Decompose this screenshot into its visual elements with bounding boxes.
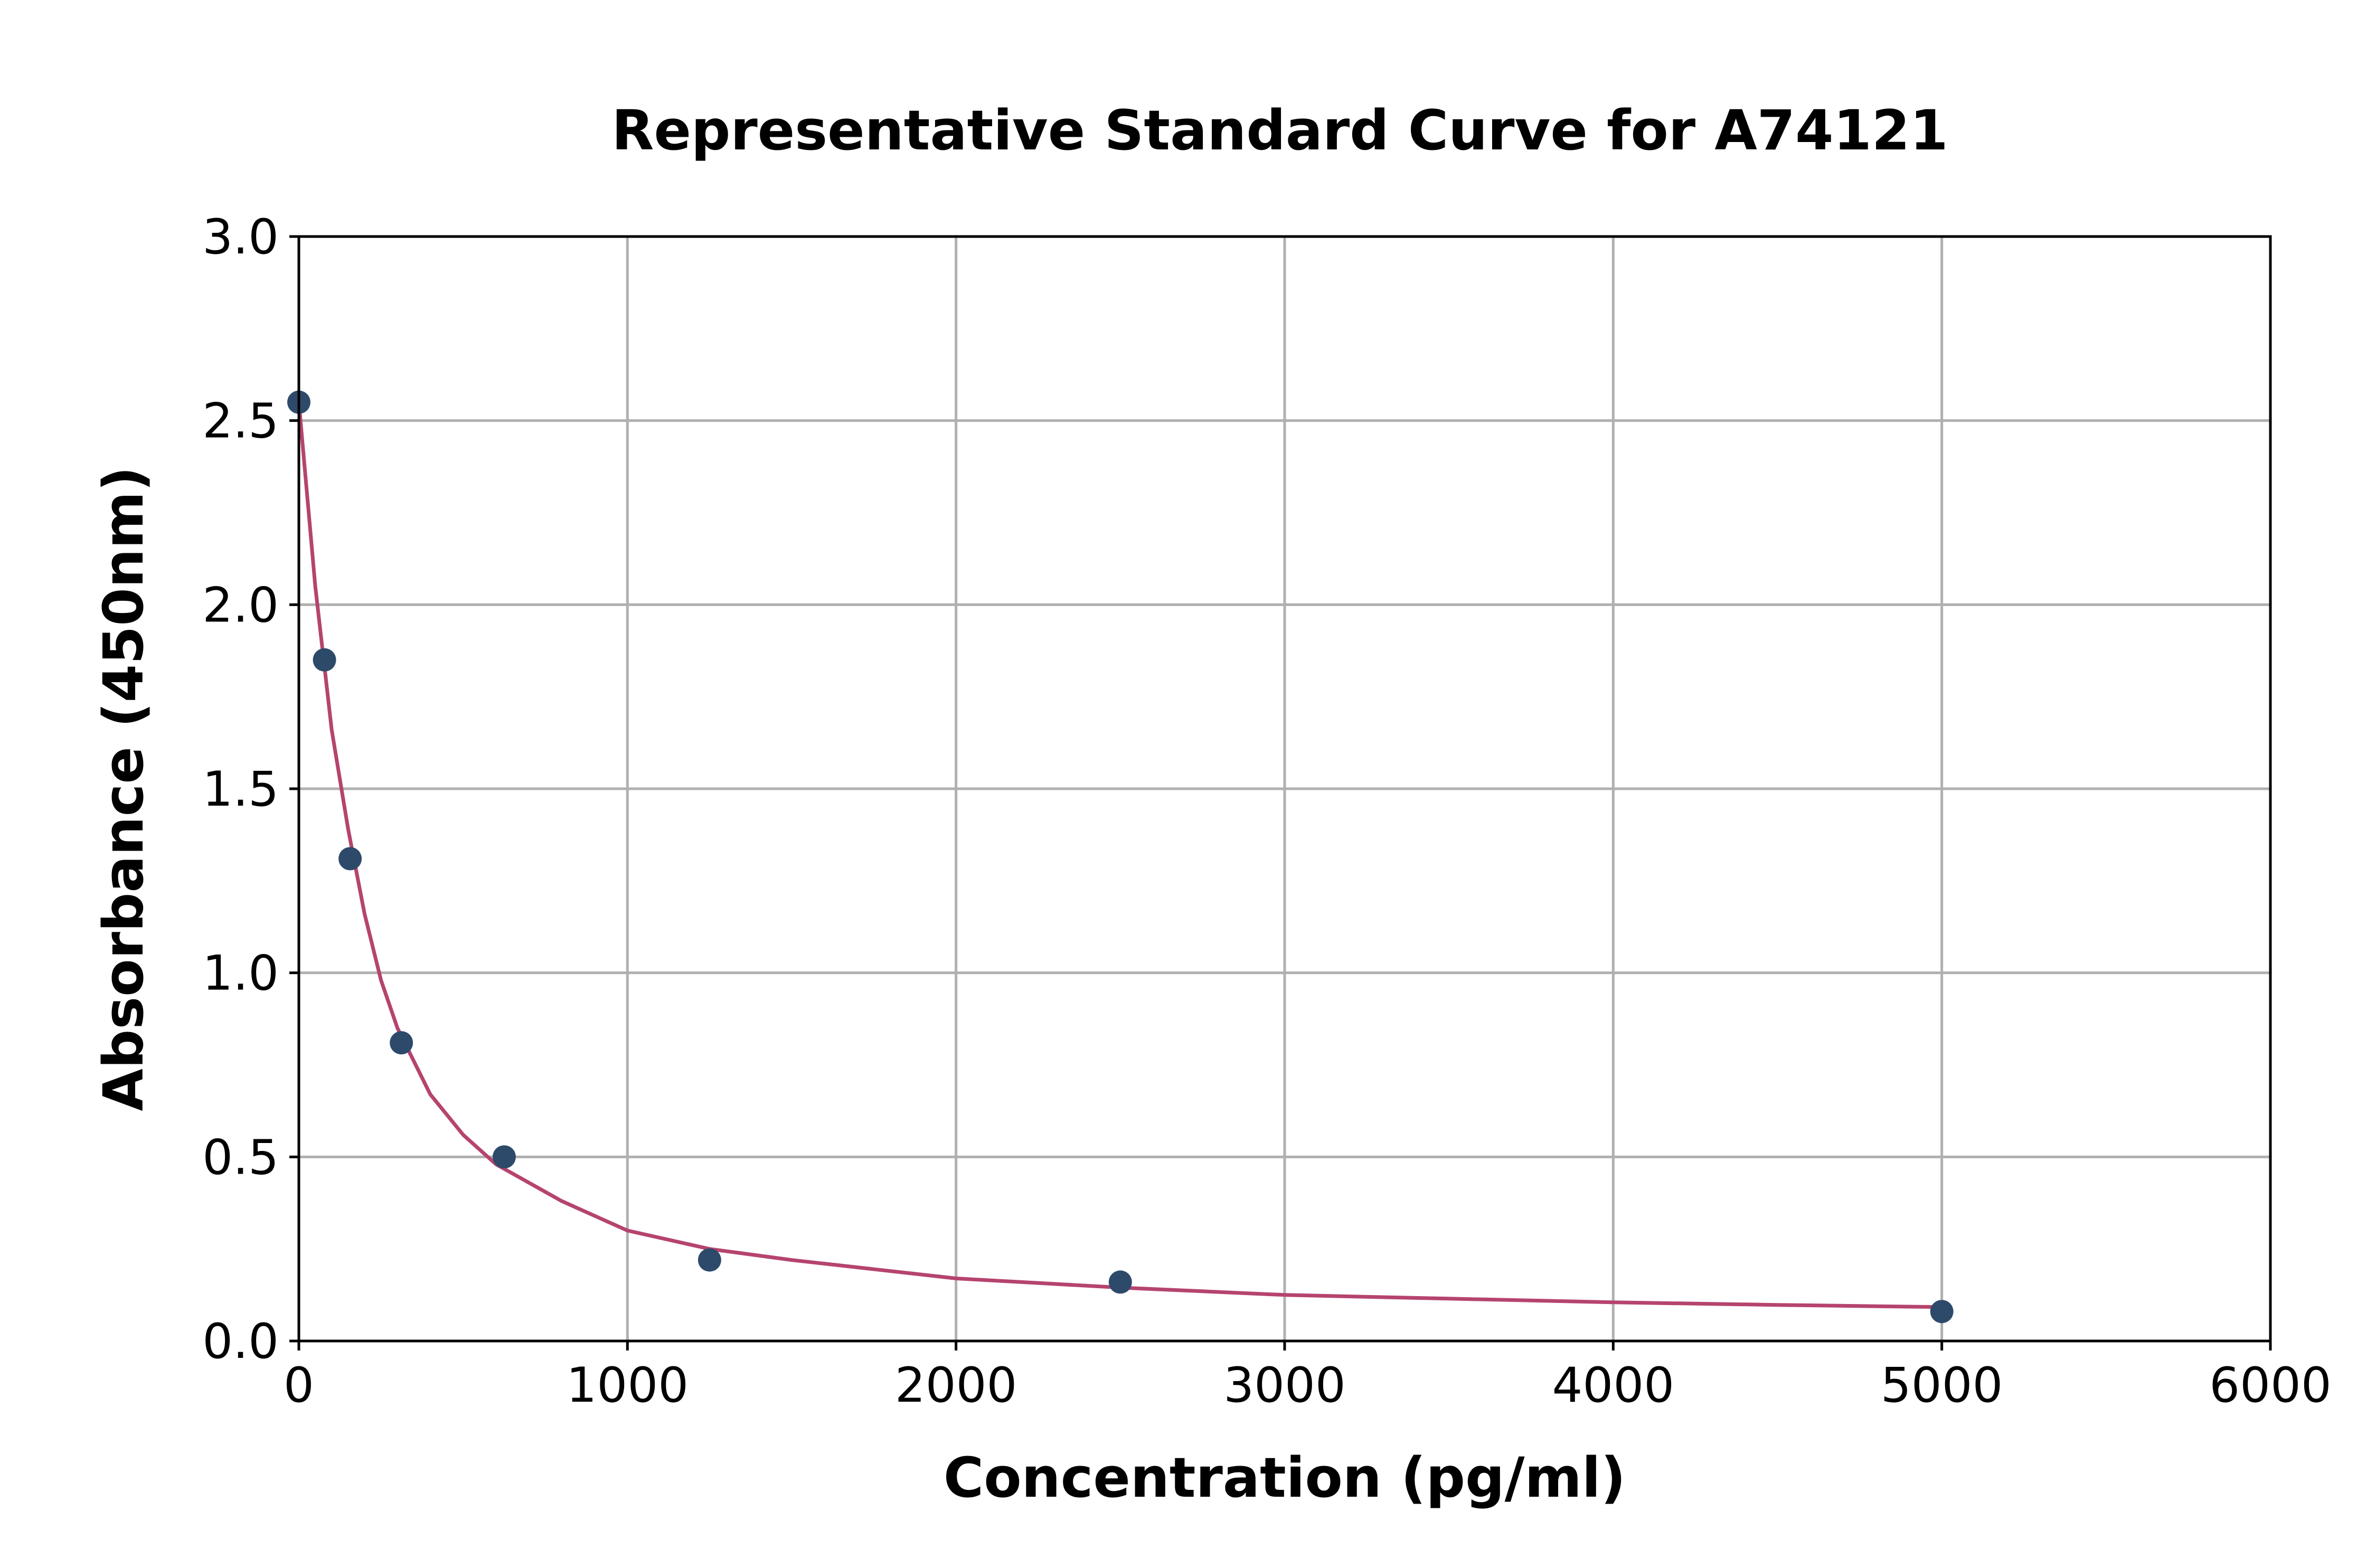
x-tick-label: 5000 <box>1881 1358 2003 1413</box>
fit-curve-line <box>297 402 1942 1309</box>
x-tick-label: 2000 <box>895 1358 1017 1413</box>
x-tick-label: 3000 <box>1223 1358 1346 1413</box>
data-point <box>1930 1300 1954 1324</box>
x-axis-label: Concentration (pg/ml) <box>944 1446 1626 1510</box>
y-tick-label: 1.5 <box>202 762 279 817</box>
data-point <box>1108 1270 1132 1294</box>
y-tick-label: 0.5 <box>202 1130 279 1185</box>
y-axis-label: Absorbance (450nm) <box>91 466 156 1111</box>
fit-curve-layer <box>297 402 1942 1309</box>
x-tick-label: 0 <box>284 1358 314 1413</box>
grid <box>297 235 2272 1343</box>
data-point <box>697 1248 721 1272</box>
data-point <box>390 1031 413 1055</box>
y-axis: 0.0 0.5 1.0 1.5 2.0 2.5 3.0 <box>202 210 299 1369</box>
y-tick-label: 3.0 <box>202 210 279 265</box>
y-tick-label: 1.0 <box>202 946 279 1002</box>
data-points-layer <box>287 390 1954 1324</box>
y-tick-label: 2.5 <box>202 394 279 449</box>
data-point <box>338 847 362 871</box>
x-tick-label: 1000 <box>567 1358 689 1413</box>
y-tick-label: 2.0 <box>202 578 279 633</box>
data-point <box>492 1145 516 1169</box>
chart-title: Representative Standard Curve for A74121 <box>611 98 1948 163</box>
data-point <box>313 648 336 672</box>
x-axis: 0 1000 2000 3000 4000 5000 6000 <box>284 1341 2332 1413</box>
x-tick-label: 4000 <box>1552 1358 1675 1413</box>
x-tick-label: 6000 <box>2209 1358 2332 1413</box>
y-tick-label: 0.0 <box>202 1314 279 1369</box>
